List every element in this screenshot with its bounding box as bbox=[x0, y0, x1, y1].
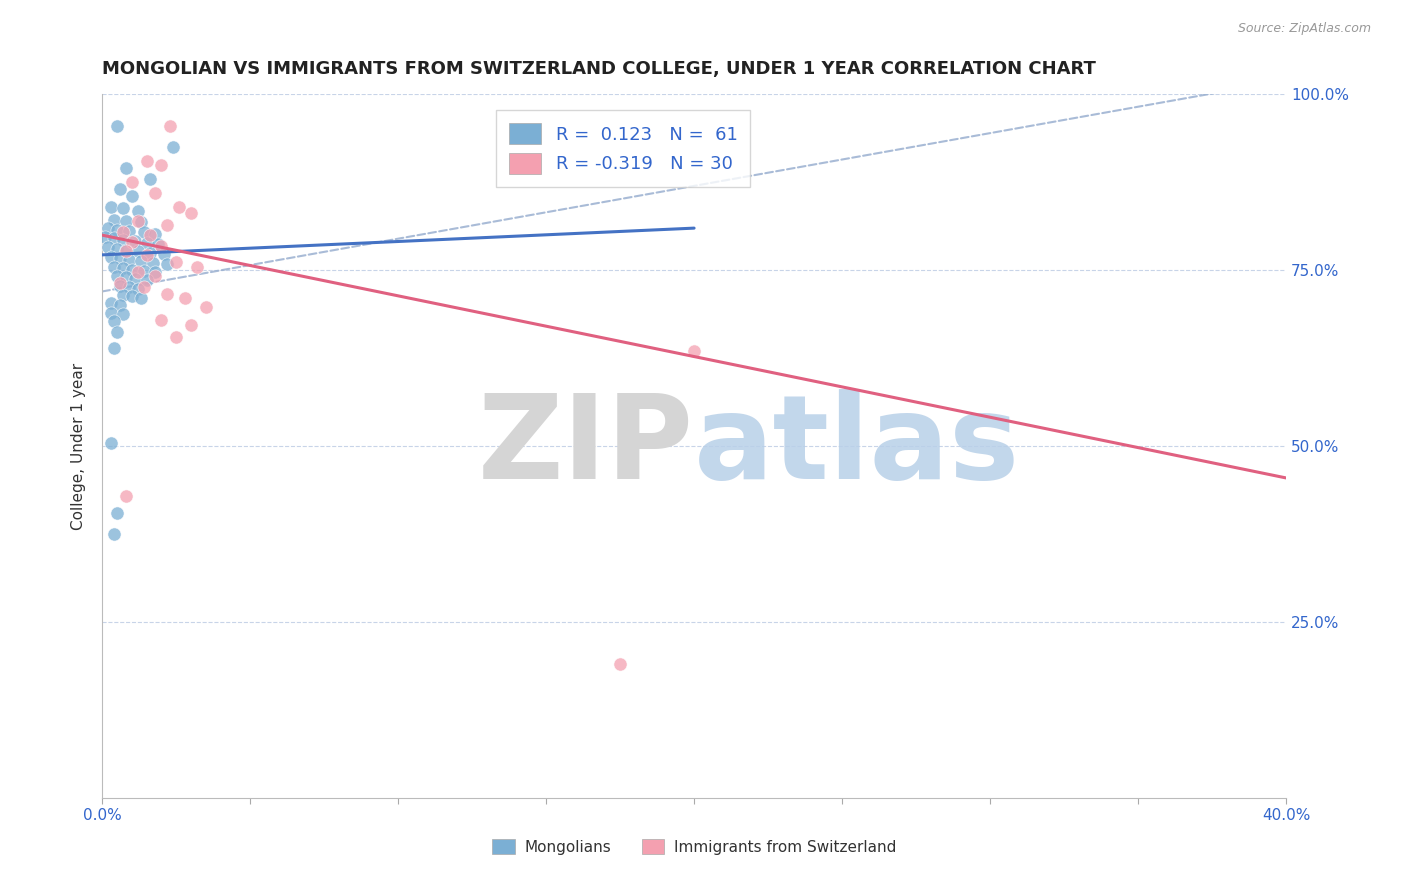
Point bbox=[162, 140, 184, 154]
Point bbox=[129, 291, 152, 305]
Point bbox=[141, 255, 163, 269]
Point bbox=[108, 182, 131, 196]
Point bbox=[105, 222, 128, 236]
Point bbox=[121, 175, 143, 189]
Point bbox=[100, 200, 122, 214]
Point bbox=[111, 288, 134, 302]
Point bbox=[127, 214, 149, 228]
Point bbox=[129, 254, 152, 268]
Y-axis label: College, Under 1 year: College, Under 1 year bbox=[72, 363, 86, 530]
Point bbox=[103, 314, 125, 328]
Point bbox=[115, 243, 138, 257]
Point bbox=[103, 527, 125, 541]
Point bbox=[145, 227, 167, 241]
Point bbox=[100, 305, 122, 319]
Point bbox=[127, 282, 149, 296]
Point bbox=[111, 307, 134, 321]
Point bbox=[135, 154, 157, 169]
Point bbox=[609, 657, 631, 672]
Point bbox=[100, 435, 122, 450]
Point bbox=[132, 264, 155, 278]
Point bbox=[186, 260, 208, 274]
Point bbox=[165, 330, 187, 344]
Point bbox=[174, 292, 197, 306]
Text: ZIP: ZIP bbox=[478, 389, 695, 504]
Point bbox=[150, 238, 173, 252]
Text: MONGOLIAN VS IMMIGRANTS FROM SWITZERLAND COLLEGE, UNDER 1 YEAR CORRELATION CHART: MONGOLIAN VS IMMIGRANTS FROM SWITZERLAND… bbox=[103, 60, 1097, 78]
Point bbox=[94, 229, 117, 244]
Point bbox=[159, 119, 181, 133]
Point bbox=[115, 214, 138, 228]
Point bbox=[145, 265, 167, 279]
Point bbox=[138, 228, 160, 243]
Point bbox=[156, 257, 179, 271]
Point bbox=[103, 231, 125, 245]
Point bbox=[127, 265, 149, 279]
Point bbox=[132, 225, 155, 239]
Point bbox=[180, 318, 202, 333]
Point bbox=[132, 280, 155, 294]
Point bbox=[121, 289, 143, 303]
Point bbox=[156, 287, 179, 301]
Point bbox=[111, 233, 134, 247]
Point bbox=[150, 312, 173, 326]
Text: atlas: atlas bbox=[695, 389, 1021, 504]
Point bbox=[153, 247, 176, 261]
Point bbox=[145, 186, 167, 200]
Point bbox=[156, 218, 179, 232]
Point bbox=[97, 221, 120, 235]
Point bbox=[100, 296, 122, 310]
Point bbox=[135, 248, 157, 262]
Point bbox=[124, 235, 146, 249]
Point bbox=[108, 278, 131, 293]
Point bbox=[121, 262, 143, 277]
Point bbox=[108, 252, 131, 266]
Point bbox=[111, 225, 134, 239]
Point bbox=[127, 203, 149, 218]
Point bbox=[103, 260, 125, 274]
Point bbox=[124, 272, 146, 286]
Point bbox=[105, 506, 128, 520]
Point bbox=[108, 298, 131, 312]
Point bbox=[115, 270, 138, 285]
Point bbox=[105, 268, 128, 283]
Point bbox=[165, 255, 187, 269]
Point bbox=[145, 268, 167, 283]
Point bbox=[100, 250, 122, 264]
Point bbox=[138, 245, 160, 260]
Point bbox=[111, 202, 134, 216]
Point bbox=[127, 244, 149, 259]
Point bbox=[105, 242, 128, 256]
Point bbox=[97, 240, 120, 254]
Point bbox=[105, 119, 128, 133]
Point bbox=[135, 235, 157, 250]
Point bbox=[150, 158, 173, 172]
Point bbox=[194, 300, 217, 314]
Legend: R =  0.123   N =  61, R = -0.319   N = 30: R = 0.123 N = 61, R = -0.319 N = 30 bbox=[496, 111, 751, 186]
Point bbox=[118, 224, 141, 238]
Point bbox=[115, 244, 138, 258]
Point bbox=[105, 325, 128, 339]
Point bbox=[103, 341, 125, 355]
Point bbox=[683, 344, 706, 359]
Point bbox=[103, 212, 125, 227]
Point bbox=[121, 235, 143, 250]
Point bbox=[167, 200, 190, 214]
Point bbox=[138, 172, 160, 186]
Point bbox=[118, 252, 141, 267]
Text: Source: ZipAtlas.com: Source: ZipAtlas.com bbox=[1237, 22, 1371, 36]
Point bbox=[111, 261, 134, 276]
Point bbox=[148, 237, 170, 252]
Point bbox=[115, 161, 138, 176]
Point bbox=[180, 205, 202, 219]
Point bbox=[115, 488, 138, 502]
Point bbox=[135, 273, 157, 287]
Point bbox=[129, 215, 152, 229]
Point bbox=[108, 276, 131, 290]
Point bbox=[121, 189, 143, 203]
Point bbox=[118, 280, 141, 294]
